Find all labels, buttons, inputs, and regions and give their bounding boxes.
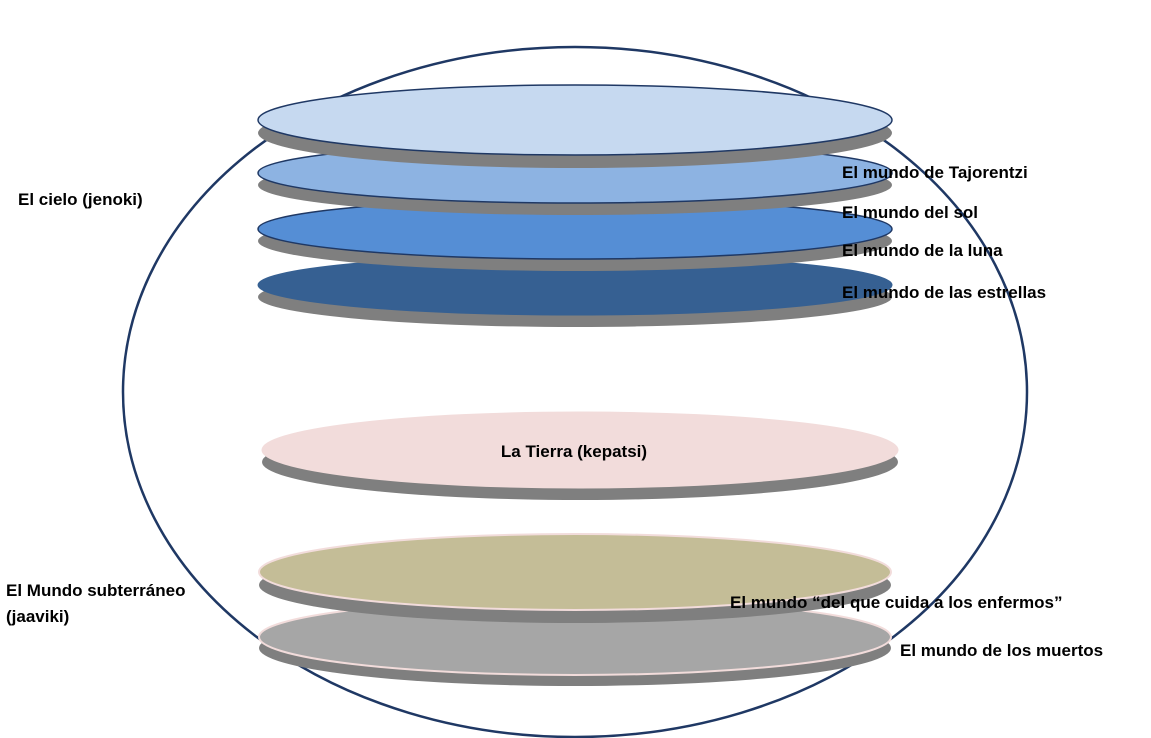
label-world-sun: El mundo del sol	[842, 203, 978, 222]
disc-world-of-caretaker	[258, 533, 892, 623]
label-world-caretaker: El mundo “del que cuida a los enfermos”	[730, 593, 1063, 612]
disc-face	[257, 84, 893, 156]
disc-face	[258, 533, 892, 611]
label-underworld-line2: (jaaviki)	[6, 607, 69, 626]
disc-earth	[261, 411, 899, 500]
label-sky: El cielo (jenoki)	[18, 190, 143, 209]
disc-world-of-stars	[257, 254, 893, 327]
label-world-tajorentzi: El mundo de Tajorentzi	[842, 163, 1028, 182]
label-world-stars: El mundo de las estrellas	[842, 283, 1046, 302]
disc-face	[261, 411, 899, 489]
disc-world-of-tajorentzi	[257, 84, 893, 168]
disc-world-of-moon	[257, 198, 893, 271]
label-earth: La Tierra (kepatsi)	[501, 442, 647, 461]
universe-outline	[121, 45, 1029, 738]
label-underworld-line1: El Mundo subterráneo	[6, 581, 185, 600]
label-world-dead: El mundo de los muertos	[900, 641, 1103, 660]
label-world-moon: El mundo de la luna	[842, 241, 1003, 260]
disc-world-of-the-dead	[258, 598, 892, 686]
